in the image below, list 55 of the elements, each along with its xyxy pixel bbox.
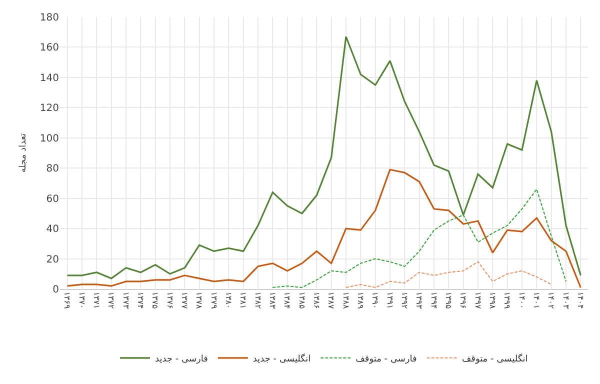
x-tick-label: ۱۳۷۱ bbox=[92, 292, 102, 309]
x-tick-label: ۱۳۷۶ bbox=[165, 292, 174, 309]
y-tick-label: 0 bbox=[52, 284, 59, 296]
x-tick-label: ۱۳۹۷ bbox=[473, 292, 482, 310]
x-tick-label: ۱۳۹۳ bbox=[414, 292, 424, 310]
y-tick-label: 140 bbox=[40, 72, 59, 84]
line-series bbox=[272, 188, 566, 288]
x-tick-label: ۱۳۸۷ bbox=[326, 292, 336, 310]
x-tick-label: ۱۳۹۶ bbox=[458, 292, 468, 309]
y-tick-label: 100 bbox=[40, 133, 59, 144]
x-tick-label: ۱۴۰۲ bbox=[546, 292, 556, 309]
x-tick-label: ۱۳۷۵ bbox=[150, 292, 160, 309]
legend-label: انگلیسی - جدید bbox=[252, 352, 311, 364]
x-tick-label: ۱۳۸۸ bbox=[341, 292, 350, 310]
x-tick-label: ۱۴۰۳ bbox=[561, 292, 570, 310]
line-series bbox=[66, 36, 582, 280]
y-tick-label: 180 bbox=[40, 12, 59, 24]
x-tick-label: ۱۴۰۱ bbox=[532, 292, 542, 309]
x-tick-label: ۱۳۸۳ bbox=[268, 292, 278, 310]
x-tick-label: ۱۳۷۴ bbox=[136, 292, 146, 309]
y-tick-label: 120 bbox=[40, 103, 59, 114]
x-tick-label: ۱۳۹۹ bbox=[502, 292, 512, 309]
x-tick-label: ۱۳۸۶ bbox=[312, 292, 322, 309]
x-tick-label: ۱۳۹۲ bbox=[400, 292, 410, 309]
x-tick-label: ۱۳۷۰ bbox=[77, 292, 86, 309]
legend-label: فارسی - متوقف bbox=[356, 354, 417, 364]
x-tick-label: ۱۳۷۲ bbox=[106, 292, 116, 309]
x-tick-label: ۱۳۹۴ bbox=[429, 292, 438, 309]
y-tick-label: 20 bbox=[46, 254, 59, 266]
x-tick-label: ۱۳۹۱ bbox=[385, 292, 394, 309]
x-tick-label: ۱۳۸۲ bbox=[253, 292, 262, 309]
x-tick-label: ۱۳۸۹ bbox=[356, 292, 366, 309]
line-series bbox=[66, 168, 582, 288]
y-tick-label: 160 bbox=[40, 42, 59, 54]
x-tick-label: ۱۳۷۹ bbox=[209, 292, 218, 309]
y-tick-label: 60 bbox=[46, 194, 59, 205]
line-series bbox=[346, 261, 552, 288]
legend-label: انگلیسی - متوقف bbox=[462, 352, 528, 364]
x-tick-label: ۱۳۹۸ bbox=[488, 292, 498, 310]
x-tick-label: ۱۳۷۷ bbox=[180, 292, 190, 310]
x-tick-label: ۱۳۹۰ bbox=[370, 292, 380, 309]
x-tick-label: ۱۳۷۸ bbox=[194, 292, 204, 310]
x-tick-label: ۱۳۸۵ bbox=[297, 292, 306, 309]
x-tick-label: ۱۳۷۳ bbox=[121, 292, 130, 310]
x-tick-label: ۱۴۰۴ bbox=[576, 292, 586, 309]
x-tick-label: ۱۴۰۰ bbox=[517, 292, 526, 309]
x-tick-label: ۱۳۸۴ bbox=[282, 292, 292, 309]
legend-label: فارسی - جدید bbox=[155, 354, 208, 364]
y-tick-label: 40 bbox=[46, 224, 59, 236]
x-tick-label: ۱۳۸۰ bbox=[224, 292, 234, 309]
x-tick-label: ۱۳۸۱ bbox=[238, 292, 248, 309]
y-tick-label: 80 bbox=[46, 164, 59, 175]
x-tick-label: ۱۳۶۹ bbox=[62, 292, 72, 309]
x-tick-label: ۱۳۹۵ bbox=[444, 292, 454, 309]
y-axis-title: تعداد مجله bbox=[18, 132, 28, 173]
